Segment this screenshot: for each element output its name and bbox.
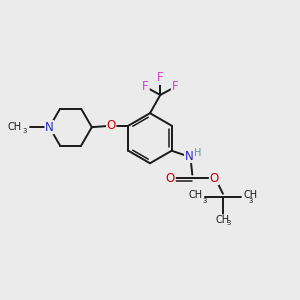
FancyBboxPatch shape	[184, 151, 197, 161]
FancyBboxPatch shape	[106, 121, 116, 130]
Text: 3: 3	[23, 128, 27, 134]
FancyBboxPatch shape	[140, 82, 150, 92]
Text: 3: 3	[202, 198, 207, 204]
Text: F: F	[172, 80, 179, 93]
FancyBboxPatch shape	[156, 73, 165, 83]
Text: CH: CH	[188, 190, 202, 200]
Text: N: N	[185, 149, 194, 163]
Text: 3: 3	[248, 198, 253, 204]
FancyBboxPatch shape	[45, 122, 54, 132]
Text: H: H	[194, 148, 201, 158]
FancyBboxPatch shape	[171, 82, 180, 92]
FancyBboxPatch shape	[209, 173, 219, 183]
Text: O: O	[209, 172, 219, 184]
Text: O: O	[166, 172, 175, 184]
FancyBboxPatch shape	[166, 173, 175, 183]
Text: 3: 3	[226, 220, 230, 226]
Text: F: F	[142, 80, 148, 93]
Text: N: N	[45, 121, 54, 134]
Text: CH: CH	[244, 190, 258, 200]
Text: O: O	[106, 119, 116, 132]
Text: F: F	[157, 71, 164, 84]
Text: CH: CH	[8, 122, 22, 132]
Text: CH: CH	[216, 215, 230, 225]
